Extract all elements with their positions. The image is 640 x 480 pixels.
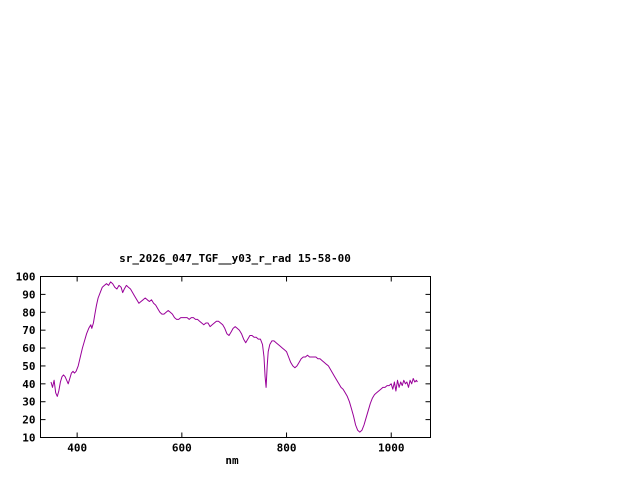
y-tick-label: 60 xyxy=(22,342,35,355)
x-tick-label: 400 xyxy=(67,442,87,455)
x-tick-label: 1000 xyxy=(378,442,405,455)
y-tick-label: 100 xyxy=(16,271,36,284)
x-tick-label: 600 xyxy=(172,442,192,455)
y-tick-label: 90 xyxy=(22,288,35,301)
y-tick-label: 30 xyxy=(22,396,35,409)
y-tick-label: 20 xyxy=(22,414,35,427)
y-tick-label: 50 xyxy=(22,360,35,373)
x-tick-label: 800 xyxy=(277,442,297,455)
spectrum-line xyxy=(50,281,418,433)
y-tick-label: 70 xyxy=(22,324,35,337)
x-axis-label: nm xyxy=(225,454,239,467)
y-tick-label: 40 xyxy=(22,378,35,391)
plot-border xyxy=(40,276,431,438)
plot-layer: 400 600 800 1000 10 20 30 40 50 60 70 80 90 100 xyxy=(16,271,431,455)
y-tick-label: 80 xyxy=(22,306,35,319)
y-tick-label: 10 xyxy=(22,432,35,445)
chart-title: sr_2026_047_TGF__y03_r_rad 15-58-00 xyxy=(119,252,351,265)
